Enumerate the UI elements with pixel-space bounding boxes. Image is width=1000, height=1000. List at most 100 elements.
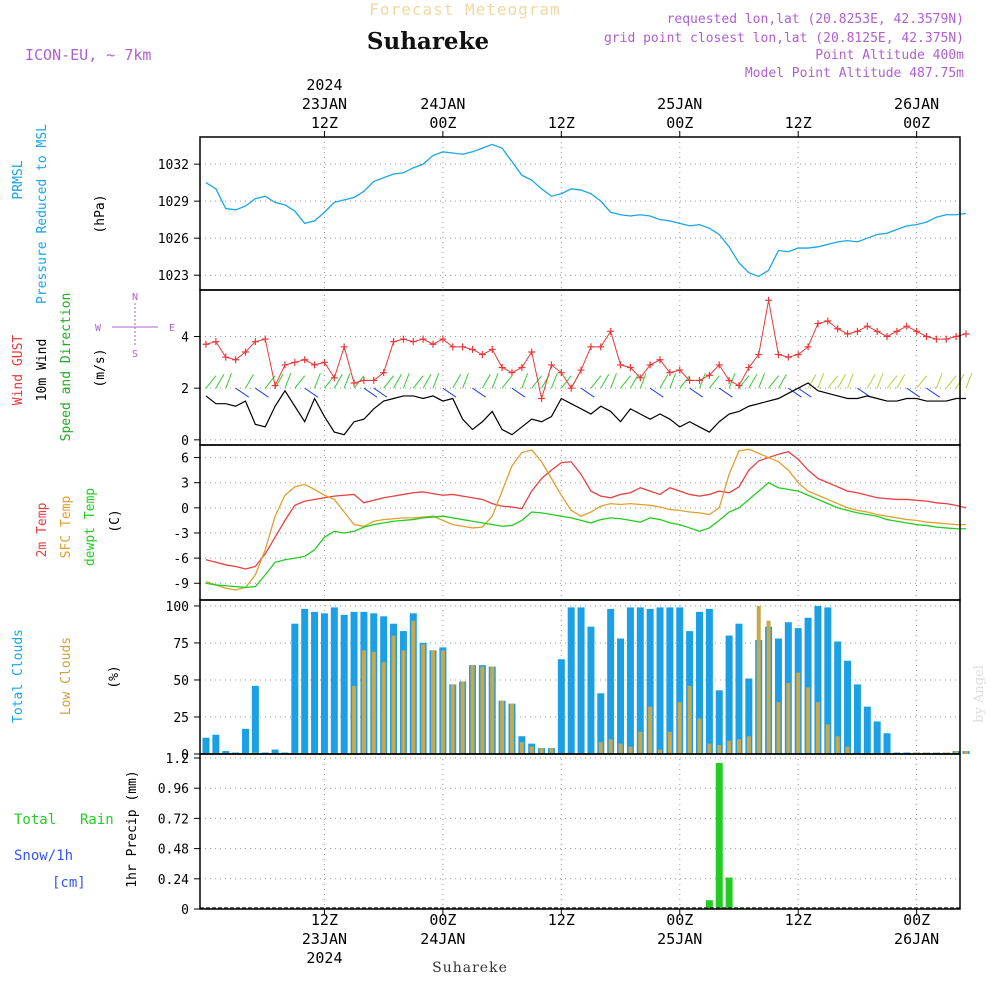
wind-label-dir: Speed and Direction xyxy=(59,293,74,442)
wind-barb xyxy=(788,387,802,398)
wind-gust-point xyxy=(350,379,358,387)
cloud-low-bar xyxy=(431,650,436,754)
cloud-total-bar xyxy=(824,607,832,754)
wind-gust-point xyxy=(360,376,368,384)
wind-barb xyxy=(205,375,217,389)
precip-panel: 0 0.24 0.48 0.72 0.96 1.2 xyxy=(158,752,961,918)
wind-gust-point xyxy=(241,348,249,356)
precip-side-rain: Rain xyxy=(80,812,114,828)
cloud-low-bar xyxy=(401,650,406,754)
top-time-label: 23JAN xyxy=(302,95,347,113)
pressure-ytick-label: 1026 xyxy=(158,232,189,247)
wind-barb xyxy=(491,373,499,389)
wind-gust-point xyxy=(409,338,417,346)
wind-barb xyxy=(866,374,876,389)
requested-coords: requested lon,lat (20.8253E, 42.3579N) xyxy=(667,12,964,27)
wind-gust-point xyxy=(419,335,427,343)
top-time-label: 26JAN xyxy=(894,95,939,113)
cloud-total-bar xyxy=(607,608,615,754)
wind-gust-point xyxy=(923,333,931,340)
clouds-ytick-label: 25 xyxy=(173,711,189,726)
temperature-ytick-label: -9 xyxy=(173,577,189,592)
wind-barb xyxy=(896,374,906,389)
wind-gust-point xyxy=(607,327,615,335)
compass-rose: N W E S xyxy=(95,292,175,360)
wind-panel: 0 2 4 xyxy=(181,289,973,449)
cloud-low-bar xyxy=(371,651,376,754)
cloud-total-bar xyxy=(587,626,595,754)
wind-gust-point xyxy=(577,366,585,374)
wind-gust-point xyxy=(893,327,901,335)
wind-gust-point xyxy=(863,322,871,330)
wind-barb xyxy=(718,387,733,398)
precip-ytick-label: 0.24 xyxy=(158,873,189,888)
wind-barb xyxy=(333,374,343,389)
wind-barb xyxy=(708,375,720,389)
cloud-total-bar xyxy=(676,607,684,754)
precip-ytick-label: 1.2 xyxy=(166,752,189,767)
wind-gust-point xyxy=(873,327,881,335)
cloud-low-bar xyxy=(707,743,712,754)
wind-barb xyxy=(827,375,839,389)
cloud-total-bar xyxy=(873,721,881,754)
precip-label: 1hr Precip (mm) xyxy=(125,770,140,887)
temperature-ytick-label: -3 xyxy=(173,527,189,542)
wind-unit: (m/s) xyxy=(93,348,108,387)
top-time-label: 12Z xyxy=(785,114,812,132)
wind-gust-point xyxy=(725,376,733,384)
wind-gust-point xyxy=(814,320,822,328)
cloud-total-bar xyxy=(557,659,565,754)
wind-gust-point xyxy=(330,374,338,382)
cloud-low-bar xyxy=(628,746,633,754)
precip-bar xyxy=(705,900,713,909)
cloud-low-bar xyxy=(658,749,663,754)
wind-gust-point xyxy=(468,345,476,353)
pressure-line xyxy=(205,143,967,278)
pressure-label-1: PRMSL xyxy=(11,160,26,199)
wind-barb xyxy=(590,375,602,389)
cloud-unit: (%) xyxy=(107,665,122,688)
top-time-label: 12Z xyxy=(311,114,338,132)
wind-gust-point xyxy=(715,361,723,369)
wind-barb xyxy=(659,374,669,389)
wind-gust-point xyxy=(745,364,753,371)
wind-gust-point xyxy=(686,376,694,384)
compass-east: E xyxy=(169,323,175,334)
precip-side-snow: Snow/1h xyxy=(14,848,73,864)
clouds-ytick-label: 0 xyxy=(181,748,189,763)
cloud-low-bar xyxy=(539,748,544,754)
wind-gust-point xyxy=(656,356,664,364)
cloud-total-bar xyxy=(646,608,654,754)
wind-gust-point xyxy=(844,330,852,338)
compass-west: W xyxy=(95,323,102,334)
cloud-total-bar xyxy=(715,690,723,754)
wind-barb xyxy=(373,387,388,398)
cloud-low-bar xyxy=(361,650,366,754)
wind-barb xyxy=(284,373,292,389)
wind-gust-point xyxy=(261,335,269,343)
pressure-frame xyxy=(199,136,961,291)
model-altitude: Model Point Altitude 487.75m xyxy=(745,66,964,81)
wind-gust-point xyxy=(696,376,703,384)
wind-gust-point xyxy=(212,338,220,346)
cloud-total-bar xyxy=(577,607,585,754)
wind-barb xyxy=(669,373,677,389)
pressure-ytick-label: 1023 xyxy=(158,269,189,284)
wind-barb xyxy=(965,373,973,389)
cloud-low-bar xyxy=(490,666,495,754)
cloud-total-bar xyxy=(804,617,812,754)
wind-gust-point xyxy=(557,369,565,377)
wind-gust-point xyxy=(281,361,289,369)
top-time-label: 25JAN xyxy=(657,95,702,113)
cloud-low-bar xyxy=(509,703,514,754)
wind-gust-point xyxy=(291,358,299,366)
wind-barb xyxy=(412,375,424,389)
wind-gust-point xyxy=(202,340,210,348)
precip-ytick-label: 0.72 xyxy=(158,812,189,827)
wind-barb xyxy=(748,374,758,389)
wind-gust-line xyxy=(205,300,967,399)
wind-barb xyxy=(639,373,647,389)
wind-barb xyxy=(600,374,610,389)
cloud-low-bar xyxy=(825,724,830,754)
